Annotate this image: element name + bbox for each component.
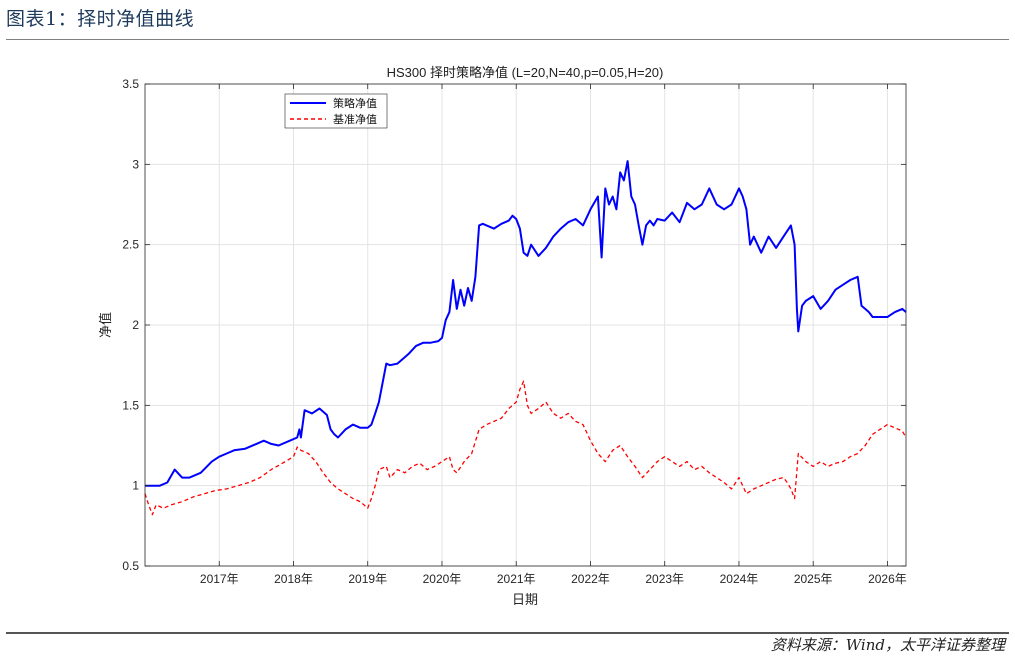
- x-axis-label: 日期: [512, 592, 538, 607]
- y-axis-label: 净值: [98, 312, 113, 338]
- figure-title: 图表1：择时净值曲线: [6, 8, 195, 30]
- y-tick-label: 2: [132, 318, 139, 332]
- top-divider: [6, 39, 1009, 40]
- x-tick-label: 2022年: [571, 572, 610, 586]
- y-tick-label: 3.5: [122, 77, 139, 91]
- strategy-net-value-line: [145, 160, 907, 487]
- x-tick-label: 2024年: [720, 572, 759, 586]
- source-note: 资料来源：Wind，太平洋证券整理: [770, 636, 1005, 654]
- chart-title: HS300 择时策略净值 (L=20,N=40,p=0.05,H=20): [387, 65, 664, 80]
- legend-label-strategy: 策略净值: [333, 96, 377, 110]
- y-tick-label: 2.5: [122, 238, 139, 252]
- legend-box: [284, 93, 388, 129]
- y-tick-label: 0.5: [122, 559, 139, 573]
- benchmark-net-value-line: [144, 380, 907, 516]
- axis-ticks: 0.5 1 1.5 2 2.5 3 3.5 2017年 2018年 2019年 2020年 2021年…: [122, 77, 906, 586]
- legend: 策略净值 基准净值: [284, 93, 388, 129]
- series-layer: [144, 160, 907, 516]
- x-tick-label: 2019年: [348, 572, 387, 586]
- x-tick-label: 2023年: [645, 572, 684, 586]
- x-tick-label: 2026年: [868, 572, 907, 586]
- x-tick-label: 2020年: [423, 572, 462, 586]
- x-tick-label: 2021年: [497, 572, 536, 586]
- x-tick-label: 2017年: [200, 572, 239, 586]
- x-tick-label: 2025年: [794, 572, 833, 586]
- y-tick-label: 1: [132, 479, 139, 493]
- y-tick-label: 3: [132, 157, 139, 171]
- legend-label-benchmark: 基准净值: [333, 112, 377, 126]
- bottom-divider: [6, 632, 1009, 634]
- y-tick-label: 1.5: [122, 398, 139, 412]
- x-tick-label: 2018年: [274, 572, 313, 586]
